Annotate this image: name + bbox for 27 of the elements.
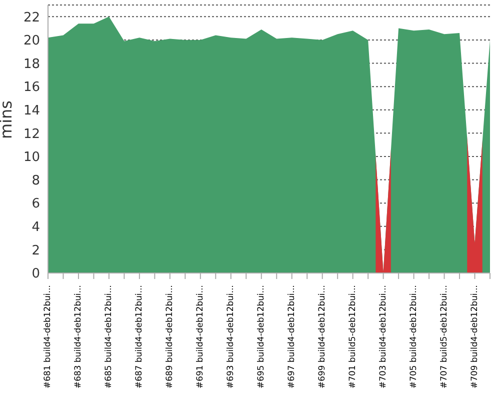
- x-tick-label: #703 build4-deb12bui...: [378, 285, 388, 389]
- x-tick-label: #701 build5-deb12bui...: [348, 285, 358, 389]
- x-tick-label: #687 build4-deb12bui...: [134, 285, 144, 389]
- x-tick-label: #683 build4-deb12bui...: [73, 285, 84, 389]
- x-tick-label: #681 build4-deb12bui...: [43, 285, 53, 389]
- y-tick-label: 22: [23, 10, 40, 26]
- y-tick-label: 8: [32, 173, 40, 188]
- x-tick-label: #705 build4-deb12bui...: [408, 285, 419, 389]
- y-tick-label: 12: [23, 126, 40, 142]
- y-tick-label: 6: [32, 196, 40, 212]
- y-tick-label: 2: [32, 243, 40, 258]
- x-tick-label: #707 build5-deb12bui...: [439, 285, 450, 389]
- y-tick-label: 14: [23, 103, 40, 118]
- x-tick-label: #685 build4-deb12bui...: [104, 285, 114, 389]
- x-tick-label: #699 build4-deb12bui...: [317, 285, 328, 389]
- y-tick-label: 10: [23, 150, 40, 166]
- y-tick-label: 18: [23, 56, 40, 72]
- x-tick-label: #691 build4-deb12bui...: [195, 285, 206, 389]
- x-tick-label: #709 build4-deb12bui...: [470, 285, 480, 389]
- y-tick-label: 16: [23, 80, 40, 96]
- y-tick-label: 4: [32, 220, 40, 236]
- x-tick-label: #693 build4-deb12bui...: [226, 285, 236, 389]
- x-tick-label: #689 build4-deb12bui...: [164, 285, 175, 389]
- y-tick-label: 0: [32, 266, 40, 282]
- y-tick-label: 20: [23, 34, 40, 49]
- x-tick-label: #697 build4-deb12bui...: [286, 285, 297, 389]
- x-tick-label: #695 build4-deb12bui...: [256, 285, 266, 389]
